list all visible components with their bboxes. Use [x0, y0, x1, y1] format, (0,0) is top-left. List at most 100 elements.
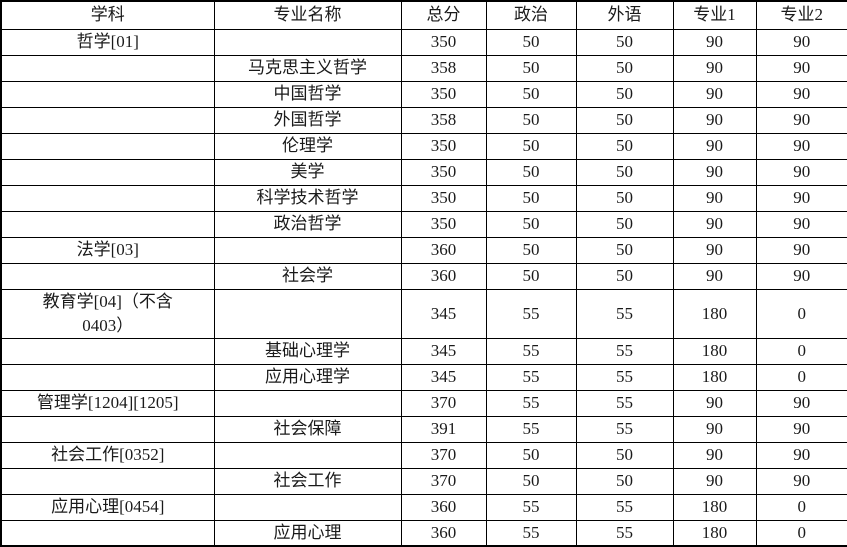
column-header: 总分 — [400, 0, 487, 30]
table-cell: 90 — [755, 236, 847, 264]
table-cell — [0, 132, 215, 160]
table-cell: 55 — [485, 415, 577, 443]
table-cell — [0, 363, 215, 391]
column-header: 政治 — [485, 0, 577, 30]
table-cell: 50 — [485, 441, 577, 469]
table-row: 社会保障 391 55 55 90 90 — [0, 415, 847, 443]
table-cell: 55 — [485, 493, 577, 521]
table-cell: 90 — [672, 441, 757, 469]
table-cell: 教育学[04]（不含 0403） — [0, 288, 215, 339]
table-cell: 55 — [485, 389, 577, 417]
table-cell: 90 — [755, 184, 847, 212]
table-row: 伦理学 350 50 50 90 90 — [0, 132, 847, 160]
table-cell: 55 — [575, 519, 674, 547]
table-cell: 55 — [575, 337, 674, 365]
table-cell — [0, 415, 215, 443]
table-cell: 应用心理[0454] — [0, 493, 215, 521]
table-cell: 应用心理学 — [213, 363, 402, 391]
table-cell: 358 — [400, 54, 487, 82]
table-cell: 90 — [755, 415, 847, 443]
table-cell: 50 — [575, 54, 674, 82]
table-cell: 社会保障 — [213, 415, 402, 443]
table-cell: 350 — [400, 132, 487, 160]
table-cell: 应用心理 — [213, 519, 402, 547]
table-row: 应用心理学 345 55 55 180 0 — [0, 363, 847, 391]
table-row: 科学技术哲学 350 50 50 90 90 — [0, 184, 847, 212]
table-cell: 55 — [575, 415, 674, 443]
table-row: 社会学 360 50 50 90 90 — [0, 262, 847, 290]
column-header: 学科 — [0, 0, 215, 30]
table-cell: 90 — [755, 210, 847, 238]
table-cell — [213, 288, 402, 339]
table-cell: 370 — [400, 389, 487, 417]
table-row: 外国哲学 358 50 50 90 90 — [0, 106, 847, 134]
table-cell: 180 — [672, 363, 757, 391]
table-cell — [213, 389, 402, 417]
table-cell: 55 — [485, 337, 577, 365]
table-cell: 50 — [575, 441, 674, 469]
table-cell: 90 — [672, 415, 757, 443]
table-cell — [0, 337, 215, 365]
table-cell: 50 — [575, 80, 674, 108]
table-cell: 社会学 — [213, 262, 402, 290]
table-cell: 360 — [400, 262, 487, 290]
table-cell: 345 — [400, 363, 487, 391]
header-row: 学科 专业名称 总分 政治 外语 专业1 专业2 — [0, 0, 847, 30]
table-cell: 180 — [672, 337, 757, 365]
table-cell: 外国哲学 — [213, 106, 402, 134]
table-cell: 0 — [755, 519, 847, 547]
table-cell: 55 — [575, 288, 674, 339]
table-cell: 350 — [400, 184, 487, 212]
table-row: 中国哲学 350 50 50 90 90 — [0, 80, 847, 108]
table-row: 美学 350 50 50 90 90 — [0, 158, 847, 186]
table-cell: 90 — [755, 441, 847, 469]
table-cell: 50 — [575, 28, 674, 56]
table-cell: 90 — [672, 262, 757, 290]
table-cell: 90 — [755, 132, 847, 160]
table-cell — [0, 210, 215, 238]
table-cell: 社会工作 — [213, 467, 402, 495]
table-cell: 90 — [755, 54, 847, 82]
table-cell: 伦理学 — [213, 132, 402, 160]
table-cell: 90 — [672, 389, 757, 417]
table-cell: 180 — [672, 493, 757, 521]
table-cell: 50 — [575, 236, 674, 264]
table-cell: 50 — [485, 184, 577, 212]
table-cell: 370 — [400, 441, 487, 469]
table-cell: 50 — [575, 106, 674, 134]
table-cell: 50 — [485, 54, 577, 82]
table-cell: 0 — [755, 363, 847, 391]
table-cell: 90 — [672, 467, 757, 495]
table-cell: 370 — [400, 467, 487, 495]
table-cell: 政治哲学 — [213, 210, 402, 238]
table-cell: 55 — [485, 363, 577, 391]
table-cell: 180 — [672, 519, 757, 547]
table-cell: 90 — [755, 106, 847, 134]
table-cell: 50 — [485, 158, 577, 186]
column-header: 专业1 — [672, 0, 757, 30]
table-row: 哲学[01] 350 50 50 90 90 — [0, 28, 847, 56]
table-cell: 50 — [575, 262, 674, 290]
table-cell: 90 — [672, 106, 757, 134]
table-cell: 50 — [485, 80, 577, 108]
table-cell — [0, 519, 215, 547]
table-cell: 90 — [672, 54, 757, 82]
table-cell: 391 — [400, 415, 487, 443]
table-cell — [0, 158, 215, 186]
table-cell: 中国哲学 — [213, 80, 402, 108]
table-cell: 180 — [672, 288, 757, 339]
table-row: 应用心理 360 55 55 180 0 — [0, 519, 847, 547]
table-row: 基础心理学 345 55 55 180 0 — [0, 337, 847, 365]
table-cell: 50 — [575, 210, 674, 238]
table-row: 应用心理[0454] 360 55 55 180 0 — [0, 493, 847, 521]
table-row: 政治哲学 350 50 50 90 90 — [0, 210, 847, 238]
table-cell: 350 — [400, 210, 487, 238]
column-header: 专业名称 — [213, 0, 402, 30]
table-cell — [213, 28, 402, 56]
table-cell: 358 — [400, 106, 487, 134]
table-cell: 0 — [755, 288, 847, 339]
table-cell: 90 — [755, 262, 847, 290]
table-cell: 90 — [672, 158, 757, 186]
table-header: 学科 专业名称 总分 政治 外语 专业1 专业2 — [0, 0, 847, 30]
